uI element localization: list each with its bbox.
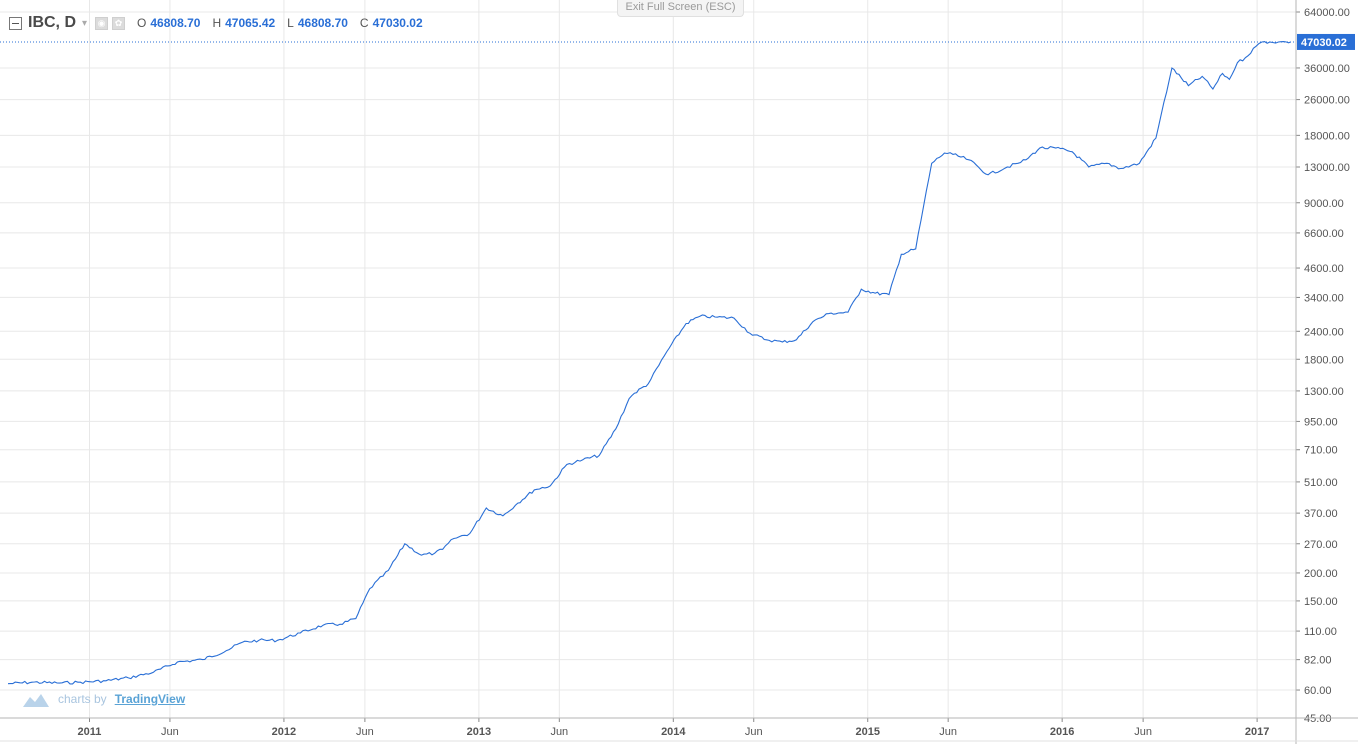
x-tick-label: 2016 bbox=[1050, 726, 1074, 738]
y-tick-label: 370.00 bbox=[1304, 508, 1338, 520]
symbol-label[interactable]: IBC, D bbox=[28, 14, 76, 31]
y-tick-label: 6600.00 bbox=[1304, 228, 1344, 240]
open-value: 46808.70 bbox=[150, 16, 201, 30]
y-tick-label: 4600.00 bbox=[1304, 263, 1344, 275]
x-tick-label: Jun bbox=[1134, 726, 1152, 738]
y-tick-label: 1300.00 bbox=[1304, 386, 1344, 398]
exit-fullscreen-button[interactable]: Exit Full Screen (ESC) bbox=[617, 0, 744, 17]
eye-icon[interactable]: ◉ bbox=[95, 16, 109, 30]
y-tick-label: 13000.00 bbox=[1304, 162, 1350, 174]
x-tick-label: Jun bbox=[550, 726, 568, 738]
last-price-badge bbox=[1297, 33, 1355, 50]
series-layer: 47030.02 bbox=[0, 33, 1355, 685]
watermark: charts by TradingView bbox=[22, 690, 185, 708]
y-tick-label: 710.00 bbox=[1304, 445, 1338, 457]
x-tick-label: 2014 bbox=[661, 726, 686, 738]
x-tick-label: Jun bbox=[745, 726, 763, 738]
y-tick-label: 45.00 bbox=[1304, 713, 1332, 725]
y-tick-label: 510.00 bbox=[1304, 477, 1338, 489]
y-tick-label: 2400.00 bbox=[1304, 326, 1344, 338]
x-tick-label: 2015 bbox=[855, 726, 879, 738]
y-tick-label: 1800.00 bbox=[1304, 354, 1344, 366]
price-series-line bbox=[7, 41, 1291, 685]
low-value: 46808.70 bbox=[297, 16, 348, 30]
close-value: 47030.02 bbox=[372, 16, 423, 30]
high-value: 47065.42 bbox=[225, 16, 276, 30]
y-tick-label: 60.00 bbox=[1304, 685, 1332, 697]
y-tick-label: 9000.00 bbox=[1304, 198, 1344, 210]
x-tick-label: Jun bbox=[356, 726, 374, 738]
tradingview-link[interactable]: TradingView bbox=[114, 692, 186, 706]
x-tick-label: Jun bbox=[161, 726, 179, 738]
y-tick-label: 200.00 bbox=[1304, 568, 1338, 580]
y-tick-label: 82.00 bbox=[1304, 655, 1332, 667]
symbol-legend: IBC, D ▾ ◉ ✿ O 46808.70 H 47065.42 L 468… bbox=[9, 13, 423, 33]
low-key: L bbox=[287, 16, 294, 30]
y-tick-label: 64000.00 bbox=[1304, 7, 1350, 19]
watermark-prefix: charts by bbox=[58, 692, 107, 706]
close-key: C bbox=[359, 16, 369, 30]
y-tick-label: 950.00 bbox=[1304, 416, 1338, 428]
x-tick-label: Jun bbox=[939, 726, 957, 738]
open-key: O bbox=[137, 16, 147, 30]
y-tick-label: 26000.00 bbox=[1304, 95, 1350, 107]
x-tick-label: 2012 bbox=[272, 726, 296, 738]
last-price-label: 47030.02 bbox=[1301, 37, 1347, 49]
y-tick-label: 36000.00 bbox=[1304, 63, 1350, 75]
y-tick-label: 150.00 bbox=[1304, 596, 1338, 608]
high-key: H bbox=[212, 16, 222, 30]
y-tick-label: 18000.00 bbox=[1304, 130, 1350, 142]
y-tick-label: 110.00 bbox=[1304, 626, 1337, 638]
x-tick-label: 2017 bbox=[1245, 726, 1269, 738]
gear-icon[interactable]: ✿ bbox=[112, 16, 126, 30]
collapse-icon[interactable] bbox=[9, 16, 22, 30]
y-tick-label: 3400.00 bbox=[1304, 292, 1344, 304]
y-tick-label: 270.00 bbox=[1304, 539, 1338, 551]
x-tick-label: 2013 bbox=[467, 726, 491, 738]
chevron-down-icon[interactable]: ▾ bbox=[82, 17, 88, 29]
tradingview-logo-icon bbox=[23, 694, 49, 707]
x-tick-label: 2011 bbox=[78, 726, 102, 738]
